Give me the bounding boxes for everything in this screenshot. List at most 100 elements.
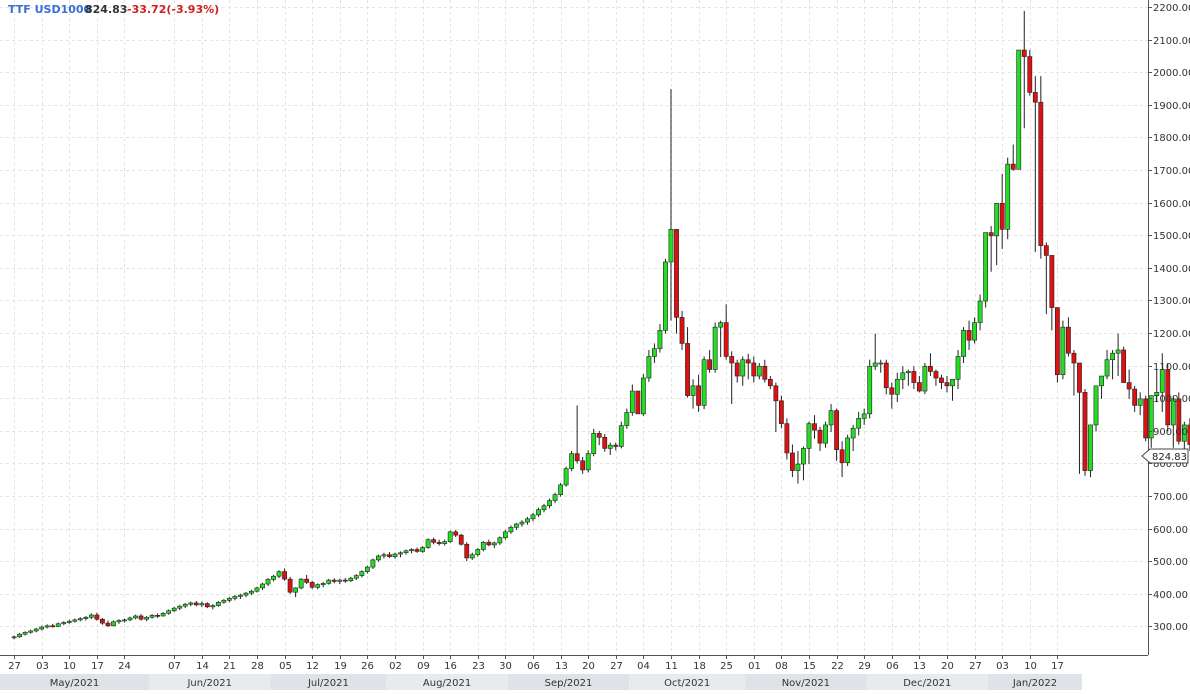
candle-body xyxy=(790,452,795,471)
candle-body xyxy=(514,523,519,528)
x-tick-label: 09 xyxy=(417,661,430,672)
candle-body xyxy=(652,348,657,357)
candle-body xyxy=(823,424,828,444)
candle-body xyxy=(486,541,492,546)
candle-body xyxy=(376,555,381,561)
candle-body xyxy=(364,566,370,572)
candle xyxy=(790,444,795,478)
candle xyxy=(718,320,724,358)
candle xyxy=(127,616,133,622)
candle xyxy=(928,353,933,377)
y-tick-label: 1300.00 xyxy=(1153,296,1190,307)
candle-body xyxy=(999,202,1005,230)
y-tick-label: 800.00 xyxy=(1153,459,1188,470)
candle xyxy=(828,404,834,433)
change-label: -33.72(-3.93%) xyxy=(127,3,219,16)
x-tick-label: 27 xyxy=(610,661,623,672)
candle xyxy=(602,434,608,452)
candle xyxy=(442,539,448,546)
candle-body xyxy=(1016,49,1022,170)
candle-body xyxy=(663,261,668,331)
month-label: Jul/2021 xyxy=(307,678,349,689)
candle-body xyxy=(403,550,409,554)
candle xyxy=(690,379,696,409)
candle xyxy=(254,586,260,593)
candle xyxy=(315,583,321,590)
candle-body xyxy=(204,603,210,608)
month-label: Jun/2021 xyxy=(186,678,231,689)
y-tick-label: 1200.00 xyxy=(1153,329,1190,340)
candle-body xyxy=(1077,362,1082,393)
x-tick-label: 26 xyxy=(361,661,374,672)
candle-body xyxy=(315,584,321,588)
candle-body xyxy=(72,619,78,622)
x-tick-label: 13 xyxy=(555,661,568,672)
candle-body xyxy=(1060,326,1066,376)
candle-body xyxy=(105,622,111,627)
candle xyxy=(232,595,238,601)
candle xyxy=(1181,421,1187,452)
month-band xyxy=(988,674,1082,690)
candle-body xyxy=(442,541,448,544)
candle xyxy=(685,327,690,398)
candle xyxy=(872,333,878,371)
candle xyxy=(282,568,287,581)
candle xyxy=(751,356,757,383)
candle-body xyxy=(287,578,293,593)
candle xyxy=(1170,395,1176,448)
candle-body xyxy=(1126,382,1132,390)
candle-body xyxy=(646,356,652,379)
candle xyxy=(160,612,166,617)
candle-body xyxy=(635,390,641,415)
candle xyxy=(607,442,613,455)
candle xyxy=(436,539,442,546)
candle xyxy=(122,618,127,623)
candle xyxy=(66,619,72,624)
candle-body xyxy=(381,554,387,557)
candle-body xyxy=(536,509,541,516)
candle xyxy=(497,536,503,545)
candles-layer xyxy=(11,10,1190,640)
candle xyxy=(464,542,470,562)
candle xyxy=(398,551,403,558)
x-tick-label: 15 xyxy=(803,661,816,672)
candle xyxy=(955,349,961,390)
candle-body xyxy=(618,425,624,447)
x-tick-label: 16 xyxy=(444,661,457,672)
candle xyxy=(552,492,558,504)
candle xyxy=(320,582,326,588)
candle-body xyxy=(911,371,917,383)
candle-body xyxy=(420,547,425,552)
candle-body xyxy=(238,594,243,597)
candle xyxy=(298,578,304,590)
candle-body xyxy=(767,378,773,387)
candle-body xyxy=(690,385,696,396)
candle xyxy=(939,374,944,390)
candle-body xyxy=(17,633,23,638)
candle xyxy=(265,578,271,586)
candle xyxy=(453,529,459,538)
candle xyxy=(525,516,530,525)
candle-body xyxy=(309,582,315,588)
x-tick-label: 05 xyxy=(279,661,292,672)
month-label: Oct/2021 xyxy=(664,678,710,689)
candle-body xyxy=(182,603,188,607)
candle xyxy=(486,539,492,547)
candle xyxy=(491,541,497,549)
candle xyxy=(508,525,514,534)
candle-body xyxy=(828,410,834,426)
candle xyxy=(138,614,144,621)
candle-body xyxy=(22,631,28,635)
y-tick-label: 600.00 xyxy=(1153,525,1188,536)
candle-body xyxy=(547,500,552,507)
candle-body xyxy=(580,460,586,471)
candle xyxy=(1066,317,1071,357)
y-tick-label: 1600.00 xyxy=(1153,199,1190,210)
candle xyxy=(972,317,977,344)
candle xyxy=(679,310,685,350)
candle xyxy=(916,376,922,393)
candle xyxy=(61,621,67,626)
candle xyxy=(1027,50,1033,96)
candle xyxy=(271,574,276,582)
month-band xyxy=(149,674,271,690)
